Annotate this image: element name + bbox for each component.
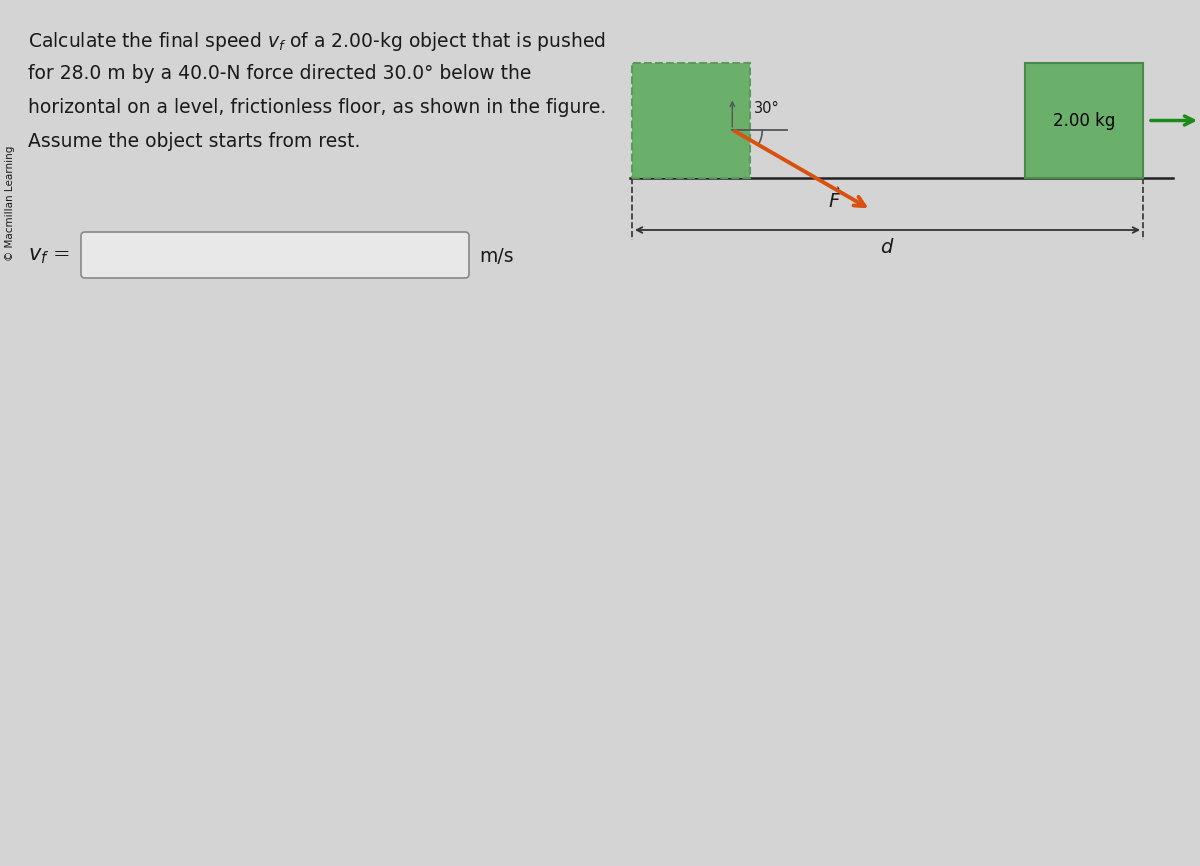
Text: $\vec{F}$: $\vec{F}$ bbox=[828, 187, 841, 211]
Text: $d$: $d$ bbox=[881, 238, 895, 257]
Text: 2.00 kg: 2.00 kg bbox=[1052, 112, 1115, 130]
Text: horizontal on a level, frictionless floor, as shown in the figure.: horizontal on a level, frictionless floo… bbox=[28, 98, 606, 117]
Bar bbox=[1025, 63, 1142, 178]
Text: $v_f$ =: $v_f$ = bbox=[28, 246, 70, 266]
Bar bbox=[632, 63, 750, 178]
FancyBboxPatch shape bbox=[82, 232, 469, 278]
Text: Calculate the final speed $v_f$ of a 2.00-kg object that is pushed: Calculate the final speed $v_f$ of a 2.0… bbox=[28, 30, 606, 53]
Text: Assume the object starts from rest.: Assume the object starts from rest. bbox=[28, 132, 360, 151]
Text: m/s: m/s bbox=[479, 247, 514, 266]
Text: © Macmillan Learning: © Macmillan Learning bbox=[5, 146, 16, 262]
Text: 30°: 30° bbox=[755, 100, 780, 116]
Text: for 28.0 m by a 40.0-N force directed 30.0° below the: for 28.0 m by a 40.0-N force directed 30… bbox=[28, 64, 532, 83]
